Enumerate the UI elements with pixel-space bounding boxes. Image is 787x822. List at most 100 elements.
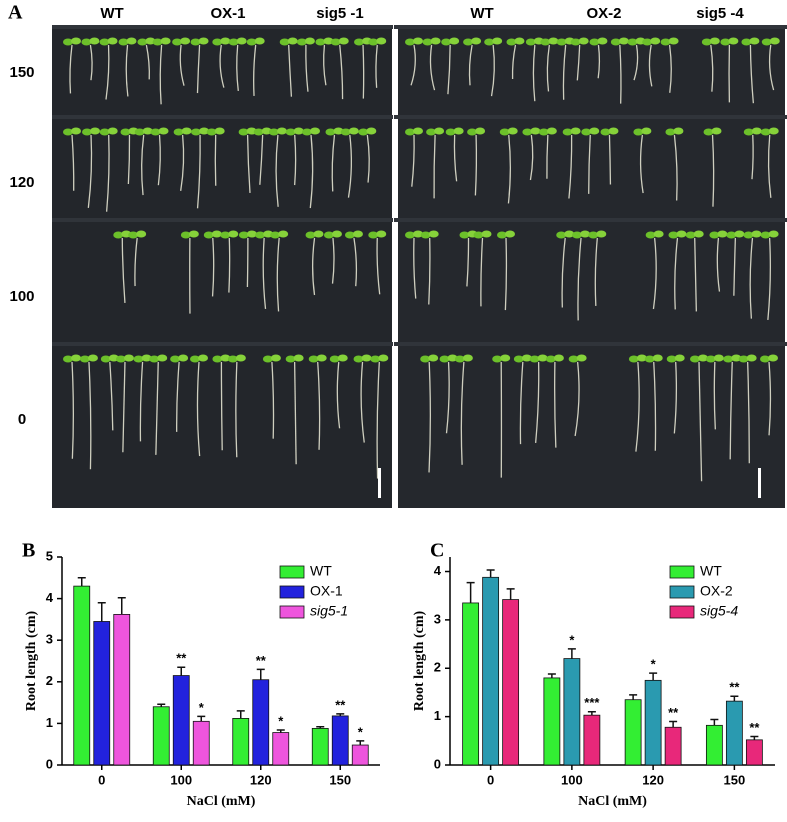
leaf: [157, 355, 167, 362]
error-bar: [750, 736, 758, 739]
error-bar: [730, 696, 738, 701]
leaf: [366, 128, 376, 135]
leaf: [220, 38, 230, 45]
column-label: sig5 -4: [696, 5, 744, 22]
leaf: [237, 38, 247, 45]
leaf: [530, 128, 540, 135]
leaf: [500, 355, 510, 362]
leaf: [294, 355, 304, 362]
leaf: [429, 231, 439, 238]
legend-label: WT: [310, 563, 332, 579]
error-bar: [356, 741, 364, 745]
bar: [114, 614, 130, 765]
leaf: [127, 38, 137, 45]
leaf: [547, 128, 557, 135]
error-bar: [487, 570, 495, 577]
leaf: [136, 231, 146, 238]
leaf: [669, 38, 679, 45]
error-bar: [78, 578, 86, 586]
y-tick-label: 3: [46, 632, 53, 647]
significance-label: *: [651, 657, 657, 672]
leaf: [482, 231, 492, 238]
leaf: [571, 128, 581, 135]
leaf: [161, 38, 171, 45]
leaf: [654, 231, 664, 238]
leaf: [376, 38, 386, 45]
x-tick-label: 100: [170, 772, 192, 787]
plate-band: [52, 218, 393, 222]
leaf: [768, 355, 778, 362]
leaf: [673, 128, 683, 135]
x-tick-label: 150: [329, 772, 351, 787]
error-bar: [710, 720, 718, 726]
leaf: [353, 231, 363, 238]
error-bar: [257, 669, 265, 679]
error-bar: [588, 712, 596, 715]
x-tick-label: 120: [250, 772, 272, 787]
y-tick-label: 0: [46, 756, 53, 771]
significance-label: **: [749, 720, 760, 735]
leaf: [675, 355, 685, 362]
significance-label: **: [176, 651, 187, 666]
leaf: [413, 38, 423, 45]
legend-swatch: [670, 566, 694, 578]
column-label: WT: [100, 5, 123, 22]
leaf: [475, 128, 485, 135]
x-tick-label: 100: [561, 772, 583, 787]
error-bar: [507, 589, 515, 600]
bar: [332, 716, 348, 765]
error-bar: [197, 716, 205, 721]
plate-band: [52, 115, 393, 119]
photo-right: [398, 25, 785, 508]
error-bar: [467, 583, 475, 603]
plate-band: [394, 342, 787, 346]
x-tick-label: 150: [724, 772, 746, 787]
y-tick-label: 4: [46, 590, 54, 605]
error-bar: [568, 649, 576, 659]
leaf: [255, 38, 265, 45]
leaf: [694, 231, 704, 238]
significance-label: *: [569, 632, 575, 647]
error-bar: [177, 667, 185, 675]
significance-label: ***: [584, 695, 600, 710]
bar: [584, 715, 600, 765]
column-label: OX-2: [586, 5, 621, 22]
leaf: [349, 128, 359, 135]
plate-band: [52, 342, 393, 346]
leaf: [317, 355, 327, 362]
leaf: [589, 128, 599, 135]
leaf: [305, 38, 315, 45]
panel-label: B: [22, 540, 35, 562]
leaf: [71, 355, 81, 362]
scale-bar: [378, 468, 381, 498]
leaf: [71, 38, 81, 45]
leaf: [332, 231, 342, 238]
leaf: [199, 38, 209, 45]
leaf: [751, 231, 761, 238]
error-bar: [118, 598, 126, 615]
leaf: [178, 355, 188, 362]
bar: [173, 676, 189, 765]
leaf: [471, 38, 481, 45]
leaf: [189, 231, 199, 238]
y-tick-label: 1: [434, 708, 441, 723]
legend-label: OX-1: [310, 583, 343, 599]
leaf: [577, 355, 587, 362]
leaf: [376, 231, 386, 238]
legend-swatch: [280, 586, 304, 598]
y-tick-label: 0: [434, 756, 441, 771]
significance-label: *: [358, 724, 364, 739]
legend-label: OX-2: [700, 583, 733, 599]
leaf: [650, 38, 660, 45]
leaf: [362, 355, 372, 362]
legend-label: sig5-1: [310, 603, 348, 619]
bar: [253, 680, 269, 765]
bar: [153, 707, 169, 765]
error-bar: [669, 721, 677, 727]
bar: [726, 701, 742, 765]
leaf: [180, 38, 190, 45]
error-bar: [548, 674, 556, 678]
leaf: [747, 355, 757, 362]
leaf: [288, 38, 298, 45]
leaf: [159, 128, 169, 135]
